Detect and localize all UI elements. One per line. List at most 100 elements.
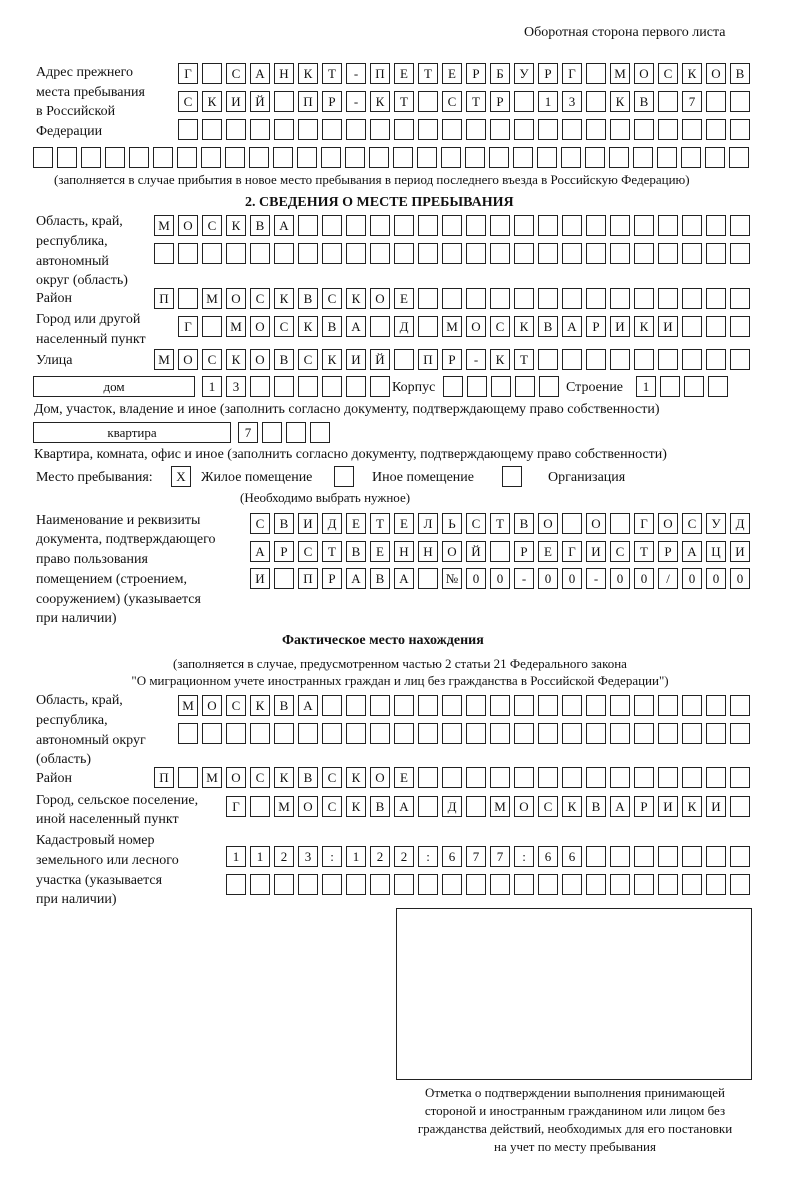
char-cell[interactable]: [634, 723, 654, 744]
char-cell[interactable]: [202, 119, 222, 140]
char-cell[interactable]: [634, 767, 654, 788]
char-cell[interactable]: [33, 147, 53, 168]
char-cell[interactable]: Е: [538, 541, 558, 562]
char-cell[interactable]: [321, 147, 341, 168]
char-cell[interactable]: [418, 316, 438, 337]
char-cell[interactable]: [706, 695, 726, 716]
char-cell[interactable]: [370, 215, 390, 236]
char-cell[interactable]: [370, 243, 390, 264]
char-cell[interactable]: [730, 349, 750, 370]
char-cell[interactable]: [442, 288, 462, 309]
char-cell[interactable]: [273, 147, 293, 168]
char-cell[interactable]: С: [274, 316, 294, 337]
char-cell[interactable]: [538, 243, 558, 264]
char-cell[interactable]: [226, 119, 246, 140]
region-row-2[interactable]: [154, 243, 750, 264]
char-cell[interactable]: [514, 91, 534, 112]
char-cell[interactable]: [322, 215, 342, 236]
char-cell[interactable]: И: [706, 796, 726, 817]
char-cell[interactable]: [586, 288, 606, 309]
char-cell[interactable]: [370, 723, 390, 744]
char-cell[interactable]: [490, 215, 510, 236]
char-cell[interactable]: [346, 874, 366, 895]
char-cell[interactable]: [514, 119, 534, 140]
char-cell[interactable]: 0: [634, 568, 654, 589]
char-cell[interactable]: [298, 119, 318, 140]
char-cell[interactable]: [538, 695, 558, 716]
char-cell[interactable]: О: [634, 63, 654, 84]
char-cell[interactable]: [610, 695, 630, 716]
char-cell[interactable]: /: [658, 568, 678, 589]
char-cell[interactable]: 3: [562, 91, 582, 112]
char-cell[interactable]: [585, 147, 605, 168]
char-cell[interactable]: [178, 723, 198, 744]
char-cell[interactable]: Р: [658, 541, 678, 562]
char-cell[interactable]: 0: [682, 568, 702, 589]
char-cell[interactable]: [682, 243, 702, 264]
char-cell[interactable]: [442, 243, 462, 264]
char-cell[interactable]: [370, 376, 390, 397]
char-cell[interactable]: [682, 874, 702, 895]
char-cell[interactable]: [730, 91, 750, 112]
char-cell[interactable]: 1: [538, 91, 558, 112]
char-cell[interactable]: О: [202, 695, 222, 716]
char-cell[interactable]: К: [274, 288, 294, 309]
char-cell[interactable]: Р: [322, 91, 342, 112]
char-cell[interactable]: -: [346, 63, 366, 84]
char-cell[interactable]: [202, 63, 222, 84]
char-cell[interactable]: [610, 513, 630, 534]
char-cell[interactable]: [370, 695, 390, 716]
char-cell[interactable]: 0: [466, 568, 486, 589]
char-cell[interactable]: [418, 288, 438, 309]
house-type-box[interactable]: дом: [33, 376, 195, 397]
prev-address-row-4[interactable]: [33, 147, 749, 168]
char-cell[interactable]: [322, 723, 342, 744]
char-cell[interactable]: [443, 376, 463, 397]
char-cell[interactable]: [562, 723, 582, 744]
char-cell[interactable]: Д: [322, 513, 342, 534]
char-cell[interactable]: [322, 243, 342, 264]
char-cell[interactable]: С: [466, 513, 486, 534]
char-cell[interactable]: Й: [370, 349, 390, 370]
char-cell[interactable]: [298, 874, 318, 895]
char-cell[interactable]: [658, 215, 678, 236]
char-cell[interactable]: У: [514, 63, 534, 84]
char-cell[interactable]: [610, 119, 630, 140]
char-cell[interactable]: [610, 723, 630, 744]
char-cell[interactable]: [562, 288, 582, 309]
char-cell[interactable]: [322, 376, 342, 397]
char-cell[interactable]: И: [226, 91, 246, 112]
char-cell[interactable]: [346, 119, 366, 140]
char-cell[interactable]: :: [418, 846, 438, 867]
char-cell[interactable]: [562, 349, 582, 370]
char-cell[interactable]: Й: [250, 91, 270, 112]
char-cell[interactable]: [610, 243, 630, 264]
char-cell[interactable]: Л: [418, 513, 438, 534]
char-cell[interactable]: Н: [418, 541, 438, 562]
char-cell[interactable]: [370, 119, 390, 140]
char-cell[interactable]: О: [226, 767, 246, 788]
char-cell[interactable]: [274, 119, 294, 140]
char-cell[interactable]: [586, 215, 606, 236]
char-cell[interactable]: [226, 243, 246, 264]
char-cell[interactable]: [202, 723, 222, 744]
char-cell[interactable]: 2: [274, 846, 294, 867]
char-cell[interactable]: Р: [322, 568, 342, 589]
char-cell[interactable]: К: [490, 349, 510, 370]
char-cell[interactable]: [658, 846, 678, 867]
char-cell[interactable]: [393, 147, 413, 168]
char-cell[interactable]: К: [634, 316, 654, 337]
char-cell[interactable]: М: [274, 796, 294, 817]
char-cell[interactable]: [658, 243, 678, 264]
char-cell[interactable]: О: [658, 513, 678, 534]
char-cell[interactable]: [345, 147, 365, 168]
char-cell[interactable]: Е: [346, 513, 366, 534]
char-cell[interactable]: [538, 723, 558, 744]
char-cell[interactable]: [634, 349, 654, 370]
char-cell[interactable]: [538, 767, 558, 788]
char-cell[interactable]: [394, 215, 414, 236]
